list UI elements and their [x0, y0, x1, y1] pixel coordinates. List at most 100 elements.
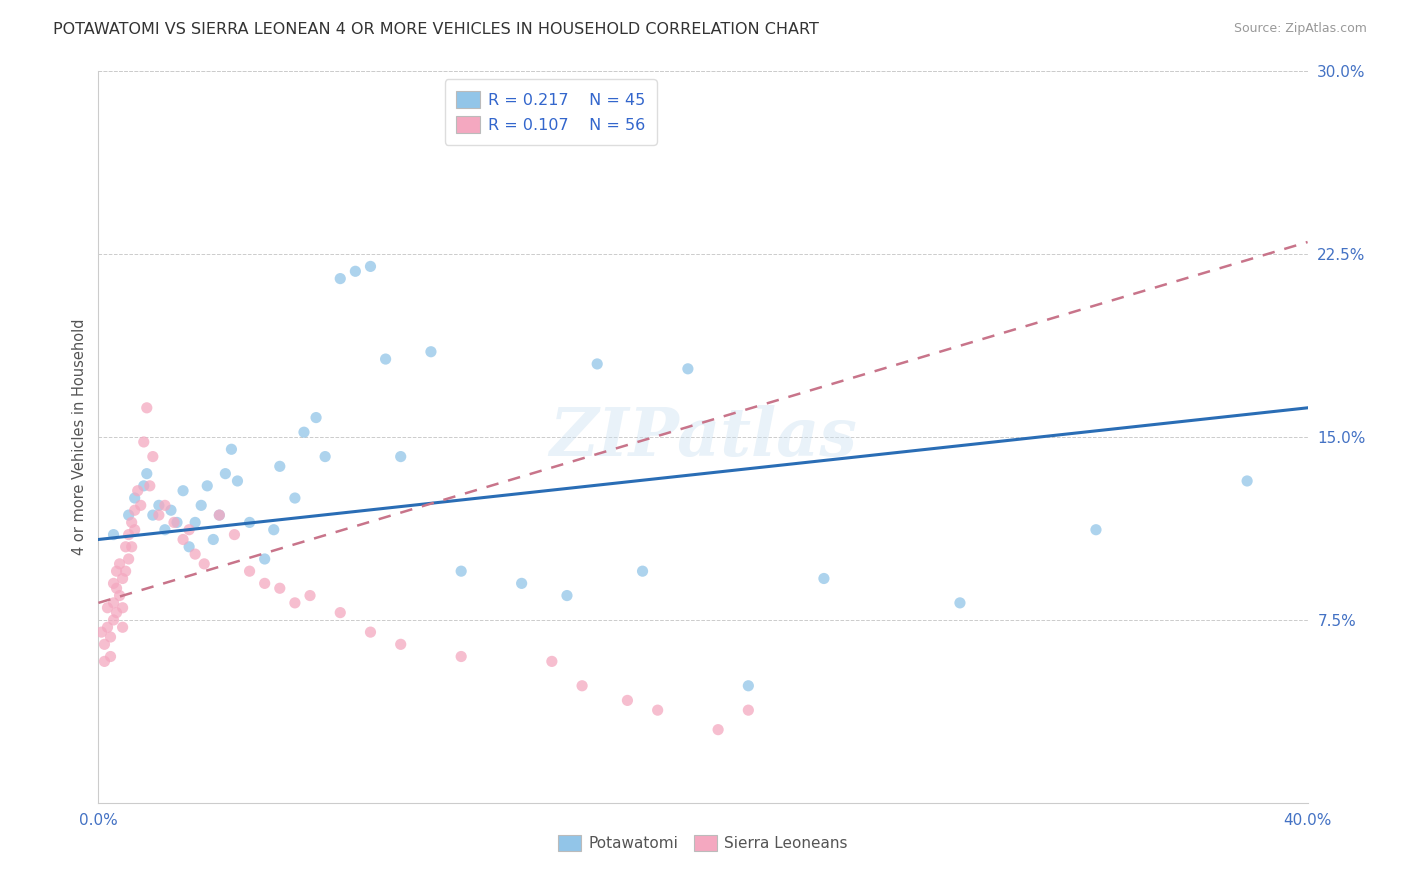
Point: [305, 410, 328, 425]
Point: [389, 450, 412, 464]
Point: [139, 479, 162, 493]
Point: [96, 600, 118, 615]
Point: [1085, 523, 1108, 537]
Point: [114, 564, 136, 578]
Point: [269, 581, 291, 595]
Point: [299, 589, 322, 603]
Point: [142, 508, 165, 522]
Point: [90, 625, 112, 640]
Point: [571, 679, 593, 693]
Point: [450, 564, 472, 578]
Point: [540, 654, 562, 668]
Point: [172, 533, 194, 547]
Point: [420, 344, 443, 359]
Text: ZIPatlas: ZIPatlas: [550, 405, 856, 469]
Point: [221, 442, 243, 457]
Point: [121, 540, 143, 554]
Point: [111, 600, 134, 615]
Point: [105, 581, 128, 595]
Point: [190, 499, 212, 513]
Point: [329, 606, 352, 620]
Legend: Potawatomi, Sierra Leoneans: Potawatomi, Sierra Leoneans: [553, 829, 853, 857]
Point: [103, 527, 125, 541]
Point: [344, 264, 367, 278]
Point: [389, 637, 412, 651]
Point: [263, 523, 285, 537]
Point: [124, 491, 146, 505]
Point: [132, 479, 155, 493]
Point: [179, 540, 201, 554]
Point: [586, 357, 609, 371]
Point: [124, 523, 146, 537]
Point: [202, 533, 225, 547]
Point: [179, 523, 201, 537]
Point: [118, 508, 141, 522]
Point: [127, 483, 149, 498]
Point: [314, 450, 336, 464]
Point: [208, 508, 231, 522]
Text: Source: ZipAtlas.com: Source: ZipAtlas.com: [1233, 22, 1367, 36]
Point: [647, 703, 669, 717]
Point: [118, 527, 141, 541]
Point: [160, 503, 183, 517]
Point: [707, 723, 730, 737]
Point: [510, 576, 533, 591]
Point: [329, 271, 352, 285]
Point: [129, 499, 152, 513]
Point: [208, 508, 231, 522]
Point: [813, 572, 835, 586]
Point: [184, 547, 207, 561]
Point: [135, 401, 157, 415]
Point: [360, 260, 382, 274]
Point: [239, 516, 262, 530]
Point: [108, 589, 131, 603]
Point: [253, 552, 276, 566]
Point: [214, 467, 236, 481]
Point: [193, 557, 215, 571]
Point: [148, 508, 170, 522]
Point: [1236, 474, 1258, 488]
Point: [292, 425, 315, 440]
Point: [253, 576, 276, 591]
Point: [103, 576, 125, 591]
Point: [737, 679, 759, 693]
Point: [374, 352, 396, 367]
Point: [676, 361, 699, 376]
Point: [103, 613, 125, 627]
Point: [184, 516, 207, 530]
Point: [100, 649, 122, 664]
Point: [114, 540, 136, 554]
Point: [195, 479, 218, 493]
Point: [616, 693, 638, 707]
Point: [284, 596, 307, 610]
Point: [284, 491, 307, 505]
Point: [121, 516, 143, 530]
Point: [100, 630, 122, 644]
Point: [132, 434, 155, 449]
Point: [153, 523, 176, 537]
Point: [93, 654, 115, 668]
Point: [148, 499, 170, 513]
Point: [105, 564, 128, 578]
Point: [124, 503, 146, 517]
Point: [103, 596, 125, 610]
Point: [111, 620, 134, 634]
Point: [949, 596, 972, 610]
Point: [142, 450, 165, 464]
Point: [269, 459, 291, 474]
Point: [450, 649, 472, 664]
Point: [93, 637, 115, 651]
Point: [226, 474, 249, 488]
Text: POTAWATOMI VS SIERRA LEONEAN 4 OR MORE VEHICLES IN HOUSEHOLD CORRELATION CHART: POTAWATOMI VS SIERRA LEONEAN 4 OR MORE V…: [53, 22, 820, 37]
Point: [118, 552, 141, 566]
Point: [360, 625, 382, 640]
Point: [108, 557, 131, 571]
Point: [135, 467, 157, 481]
Point: [111, 572, 134, 586]
Point: [105, 606, 128, 620]
Y-axis label: 4 or more Vehicles in Household: 4 or more Vehicles in Household: [72, 318, 87, 556]
Point: [96, 620, 118, 634]
Point: [239, 564, 262, 578]
Point: [631, 564, 654, 578]
Point: [737, 703, 759, 717]
